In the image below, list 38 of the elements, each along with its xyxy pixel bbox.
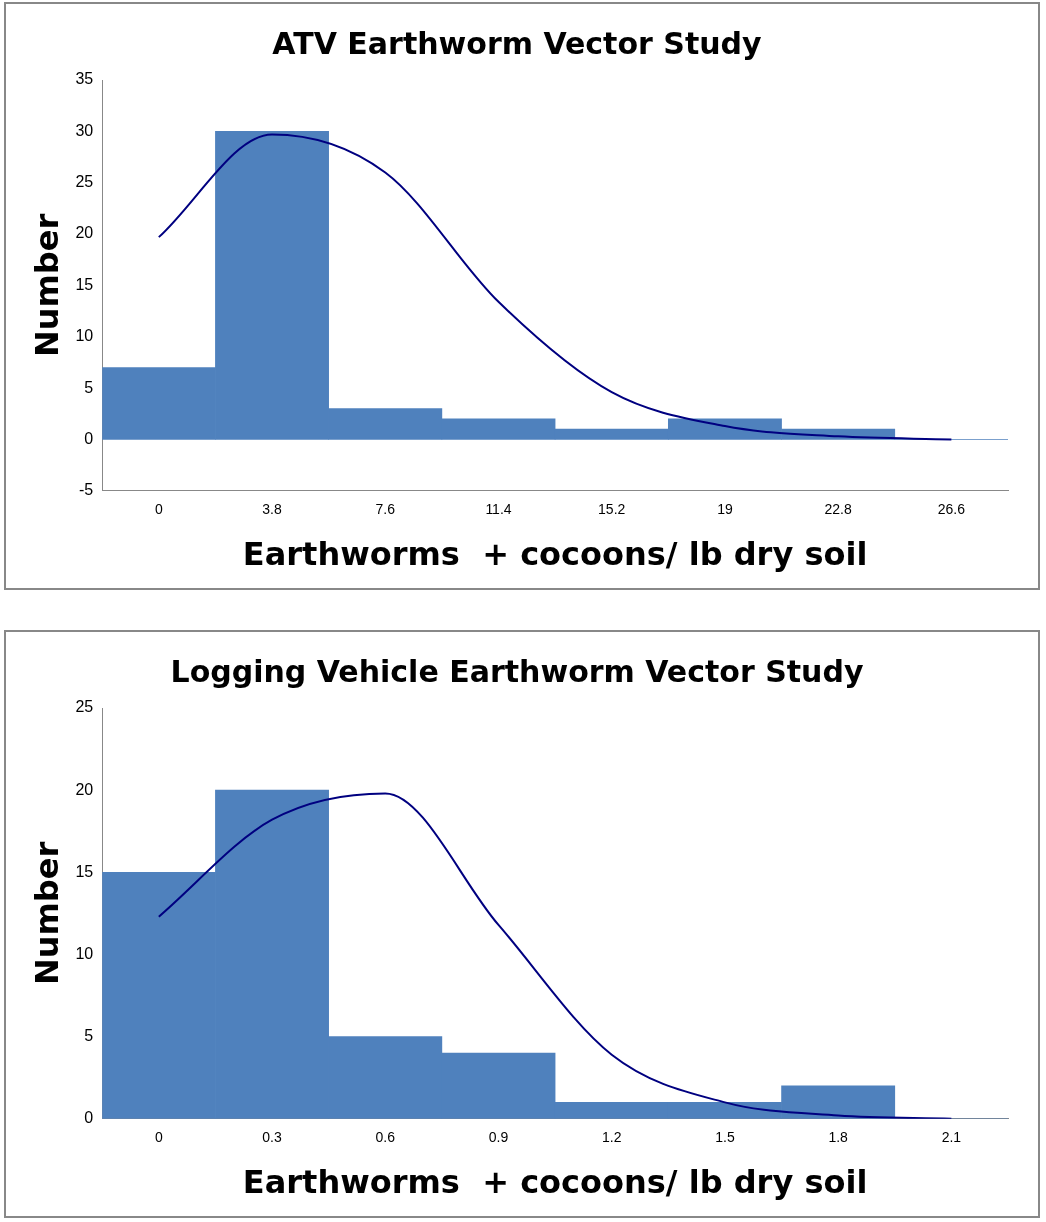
x-tick-label: 11.4 — [485, 501, 512, 518]
x-tick-label: 2.1 — [941, 1129, 962, 1146]
x-tick-label: 19 — [717, 501, 733, 518]
x-tick-label: 1.8 — [828, 1129, 849, 1146]
y-tick-label: 15 — [75, 862, 94, 880]
chart-title: ATV Earthworm Vector Study — [272, 25, 763, 61]
x-tick-label: 0.3 — [262, 1129, 282, 1146]
y-tick-label: 20 — [75, 224, 94, 242]
y-tick-label: 20 — [75, 780, 94, 798]
chart-title: Logging Vehicle Earthworm Vector Study — [170, 653, 864, 689]
x-tick-label: 0 — [154, 501, 163, 518]
x-tick-label: 0.9 — [488, 1129, 509, 1146]
x-tick-label: 26.6 — [937, 501, 966, 518]
y-axis-title: Number — [27, 841, 66, 986]
y-tick-label: 5 — [84, 378, 94, 396]
x-tick-label: 3.8 — [262, 501, 282, 518]
y-tick-label: 10 — [75, 327, 94, 345]
y-tick-label: 25 — [75, 698, 94, 716]
y-tick-label: 10 — [75, 944, 94, 962]
y-tick-label: 15 — [75, 275, 94, 293]
y-tick-label: 35 — [75, 70, 94, 88]
x-tick-label: 22.8 — [824, 501, 852, 518]
y-axis-title: Number — [27, 213, 66, 358]
x-tick-label: 0.6 — [375, 1129, 396, 1146]
x-tick-label: 0 — [154, 1129, 163, 1146]
y-tick-label: 0 — [84, 429, 94, 447]
x-tick-label: 1.2 — [601, 1129, 622, 1146]
y-tick-label: 0 — [84, 1109, 94, 1127]
y-tick-label: 25 — [75, 173, 94, 191]
x-tick-label: 15.2 — [598, 501, 626, 518]
x-tick-label: 1.5 — [715, 1129, 735, 1146]
y-tick-label: -5 — [78, 481, 94, 499]
y-tick-label: 30 — [75, 121, 94, 139]
x-tick-label: 7.6 — [375, 501, 396, 518]
y-tick-label: 5 — [84, 1027, 94, 1045]
x-axis-title: Earthworms + cocoons/ lb dry soil — [242, 1163, 868, 1202]
x-axis-title: Earthworms + cocoons/ lb dry soil — [242, 535, 868, 574]
line-series — [157, 133, 953, 441]
